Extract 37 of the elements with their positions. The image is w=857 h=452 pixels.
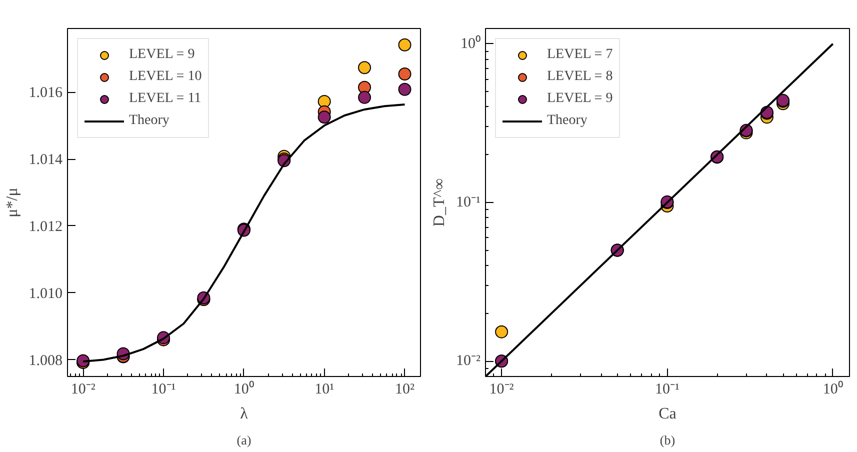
y-tick-label: 1.008 [28, 352, 62, 369]
point [398, 82, 412, 96]
y-tick-label: 1.012 [28, 218, 62, 235]
x-axis-title: λ [240, 406, 248, 422]
y-tick-label: 1.010 [28, 286, 62, 302]
point [398, 68, 412, 80]
x-tick-label: 10⁻¹ [151, 382, 176, 398]
x-tick-label: 10² [395, 382, 415, 398]
legend-label: LEVEL = 9 [547, 91, 613, 107]
x-tick-label: 10¹ [314, 382, 334, 398]
x-tick-label: 10⁻¹ [654, 382, 680, 398]
y-tick-label: 10⁻² [456, 353, 482, 370]
legend-label: LEVEL = 11 [129, 91, 202, 107]
y-tick-label: 1.016 [28, 85, 63, 102]
x-axis-title: Ca [658, 406, 676, 422]
y-tick-label: 1.014 [28, 152, 63, 168]
point [358, 61, 372, 74]
legend-label: LEVEL = 9 [129, 47, 195, 63]
legend-label: Theory [547, 113, 588, 129]
legend-label: Theory [129, 113, 170, 129]
x-tick-label: 10⁻² [70, 382, 96, 398]
legend-label: LEVEL = 8 [547, 69, 613, 85]
text: (a) [236, 432, 252, 448]
x-tick-label: 10⁰ [822, 380, 843, 398]
point [398, 38, 412, 52]
text: (b) [660, 432, 676, 448]
y-tick-label: 10⁰ [460, 34, 480, 52]
legend-label: LEVEL = 7 [547, 47, 613, 63]
legend-label: LEVEL = 10 [129, 69, 202, 85]
point [358, 90, 372, 104]
y-axis-title: μ*/μ [4, 188, 21, 218]
y-tick-label: 10⁻¹ [456, 194, 481, 210]
point [318, 94, 331, 108]
point [318, 110, 331, 124]
x-tick-label: 10⁻² [489, 382, 514, 398]
x-tick-label: 10⁰ [234, 380, 254, 398]
y-axis-title: D_T^∞ [431, 178, 448, 227]
